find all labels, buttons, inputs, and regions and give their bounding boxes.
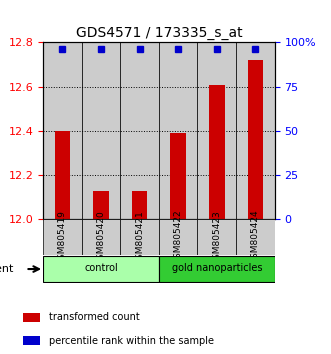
Text: transformed count: transformed count <box>49 312 140 322</box>
Bar <box>209 85 224 219</box>
Bar <box>23 313 40 322</box>
Text: GSM805421: GSM805421 <box>135 210 144 264</box>
FancyBboxPatch shape <box>120 219 159 255</box>
Bar <box>93 191 109 219</box>
Text: gold nanoparticles: gold nanoparticles <box>171 263 262 274</box>
Text: GSM805423: GSM805423 <box>212 210 221 264</box>
FancyBboxPatch shape <box>198 219 236 255</box>
Bar <box>248 60 263 219</box>
FancyBboxPatch shape <box>82 219 120 255</box>
Text: GSM805424: GSM805424 <box>251 210 260 264</box>
Text: control: control <box>84 263 118 274</box>
Bar <box>170 133 186 219</box>
Bar <box>159 42 198 219</box>
Bar <box>43 42 82 219</box>
Bar <box>120 42 159 219</box>
Bar <box>82 42 120 219</box>
Text: GSM805419: GSM805419 <box>58 210 67 265</box>
Bar <box>132 191 147 219</box>
Text: GSM805420: GSM805420 <box>96 210 106 264</box>
Bar <box>23 336 40 346</box>
FancyBboxPatch shape <box>159 256 275 282</box>
FancyBboxPatch shape <box>43 219 82 255</box>
Bar <box>198 42 236 219</box>
Title: GDS4571 / 173335_s_at: GDS4571 / 173335_s_at <box>75 26 242 40</box>
Bar <box>236 42 275 219</box>
Text: percentile rank within the sample: percentile rank within the sample <box>49 336 214 346</box>
FancyBboxPatch shape <box>43 256 159 282</box>
Text: GSM805422: GSM805422 <box>174 210 183 264</box>
Bar <box>55 131 70 219</box>
Text: agent: agent <box>0 264 14 274</box>
FancyBboxPatch shape <box>159 219 198 255</box>
FancyBboxPatch shape <box>236 219 275 255</box>
